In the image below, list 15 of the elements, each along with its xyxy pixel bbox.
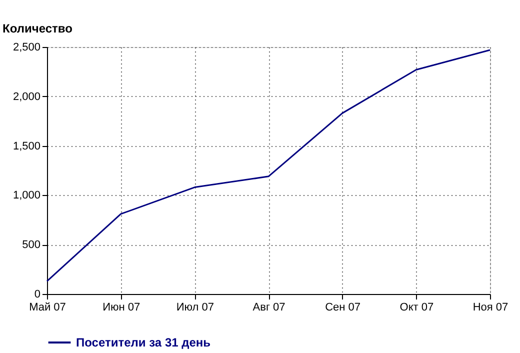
x-tick-label: Май 07 [29, 302, 66, 314]
x-tick-label: Ноя 07 [472, 302, 508, 314]
y-tick-label: 1,500 [12, 140, 40, 152]
legend-label: Посетители за 31 день [76, 336, 211, 350]
x-tick-label: Июл 07 [176, 302, 214, 314]
y-tick-label: 500 [22, 239, 40, 252]
y-tick-label: 0 [34, 288, 40, 300]
y-axis-title: Количество [2, 22, 72, 36]
x-tick-label: Авг 07 [252, 302, 286, 314]
y-tick-label: 2,500 [12, 42, 40, 54]
x-tick-label: Сен 07 [325, 302, 361, 314]
x-tick-label: Окт 07 [400, 302, 434, 314]
x-tick-label: Июн 07 [102, 302, 140, 314]
y-tick-label: 2,000 [12, 90, 40, 103]
y-tick-label: 1,000 [12, 190, 40, 202]
